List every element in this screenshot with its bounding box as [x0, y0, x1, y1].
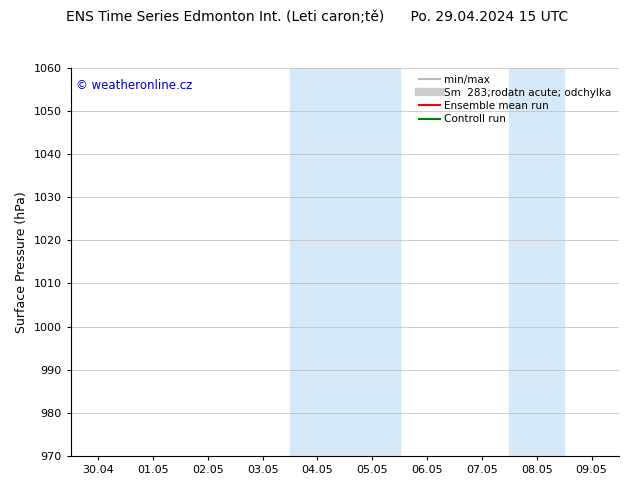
Bar — [509, 68, 564, 456]
Text: © weatheronline.cz: © weatheronline.cz — [76, 79, 193, 92]
Text: ENS Time Series Edmonton Int. (Leti caron;tě)      Po. 29.04.2024 15 UTC: ENS Time Series Edmonton Int. (Leti caro… — [66, 10, 568, 24]
Bar — [290, 68, 399, 456]
Legend: min/max, Sm  283;rodatn acute; odchylka, Ensemble mean run, Controll run: min/max, Sm 283;rodatn acute; odchylka, … — [417, 73, 614, 126]
Y-axis label: Surface Pressure (hPa): Surface Pressure (hPa) — [15, 191, 28, 333]
